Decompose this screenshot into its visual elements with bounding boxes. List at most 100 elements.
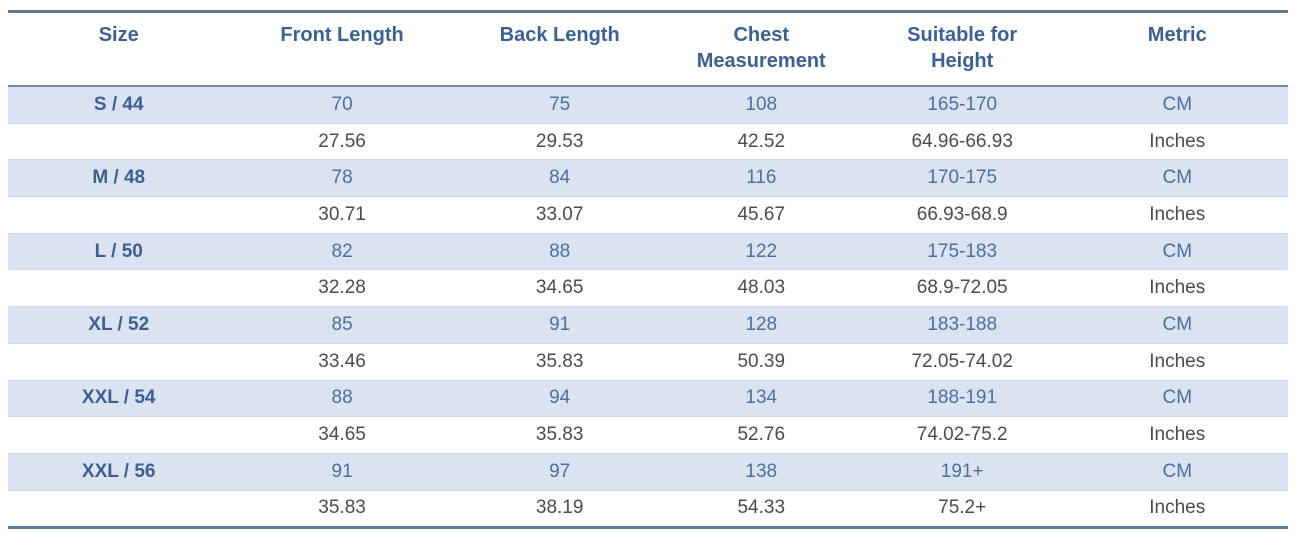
- table-row: 34.65 35.83 52.76 74.02-75.2 Inches: [8, 416, 1288, 454]
- cell-front-length: 32.28: [229, 269, 455, 307]
- cell-suitable-height: 66.93-68.9: [857, 196, 1067, 234]
- cell-suitable-height: 188-191: [857, 379, 1067, 418]
- column-header-chest-measurement: Chest Measurement: [664, 11, 858, 87]
- column-header-suitable-height-line: Suitable for: [907, 24, 1018, 46]
- cell-chest-measurement: 50.39: [664, 343, 858, 380]
- cell-suitable-height: 170-175: [857, 159, 1067, 198]
- cell-size: [8, 269, 230, 307]
- cell-front-length: 85: [229, 306, 455, 344]
- cell-chest-measurement: 48.03: [664, 269, 858, 307]
- table-header-row: Size Front Length Back Length Chest Measurem…: [8, 11, 1288, 87]
- cell-back-length: 35.83: [454, 416, 665, 454]
- cell-back-length: 33.07: [454, 196, 665, 234]
- cell-size: [8, 196, 230, 234]
- cell-metric: CM: [1066, 232, 1288, 271]
- cell-metric: CM: [1066, 85, 1288, 124]
- cell-metric: CM: [1066, 379, 1288, 418]
- column-header-metric-line: Metric: [1147, 24, 1207, 46]
- table-row: XXL / 54 88 94 134 188-191 CM: [8, 379, 1288, 418]
- column-header-size-line: Size: [98, 24, 139, 46]
- cell-metric: Inches: [1066, 416, 1288, 454]
- table-row: XXL / 56 91 97 138 191+ CM: [8, 452, 1288, 491]
- table-row: 33.46 35.83 50.39 72.05-74.02 Inches: [8, 343, 1288, 380]
- cell-chest-measurement: 138: [664, 452, 858, 491]
- cell-size: [8, 343, 230, 380]
- cell-front-length: 35.83: [229, 490, 455, 528]
- cell-size: XL / 52: [8, 306, 230, 344]
- cell-size: S / 44: [8, 85, 230, 124]
- cell-suitable-height: 191+: [857, 452, 1067, 491]
- cell-chest-measurement: 54.33: [664, 490, 858, 528]
- cell-back-length: 38.19: [454, 490, 665, 528]
- size-chart-table: Size Front Length Back Length Chest Measurem…: [8, 10, 1288, 530]
- table-header: Size Front Length Back Length Chest Measurem…: [8, 11, 1288, 87]
- column-header-front-length-line: Front Length: [280, 24, 404, 46]
- cell-size: XXL / 54: [8, 379, 230, 418]
- table-row: M / 48 78 84 116 170-175 CM: [8, 159, 1288, 198]
- cell-front-length: 91: [229, 452, 455, 491]
- cell-back-length: 29.53: [454, 123, 665, 160]
- cell-chest-measurement: 108: [664, 85, 858, 124]
- column-header-front-length: Front Length: [229, 11, 455, 87]
- table-row: 30.71 33.07 45.67 66.93-68.9 Inches: [8, 196, 1288, 234]
- cell-back-length: 84: [454, 159, 665, 198]
- cell-metric: CM: [1066, 306, 1288, 344]
- cell-suitable-height: 175-183: [857, 232, 1067, 271]
- cell-size: XXL / 56: [8, 452, 230, 491]
- cell-back-length: 94: [454, 379, 665, 418]
- cell-chest-measurement: 116: [664, 159, 858, 198]
- table-body: S / 44 70 75 108 165-170 CM 27.56 29.53 42.52 64.…: [8, 85, 1288, 528]
- cell-front-length: 33.46: [229, 343, 455, 380]
- cell-suitable-height: 75.2+: [857, 490, 1067, 528]
- cell-suitable-height: 165-170: [857, 85, 1067, 124]
- cell-suitable-height: 74.02-75.2: [857, 416, 1067, 454]
- cell-size: [8, 490, 230, 528]
- cell-suitable-height: 64.96-66.93: [857, 123, 1067, 160]
- table-row: 27.56 29.53 42.52 64.96-66.93 Inches: [8, 123, 1288, 160]
- table-row: XL / 52 85 91 128 183-188 CM: [8, 306, 1288, 344]
- table-row: L / 50 82 88 122 175-183 CM: [8, 232, 1288, 271]
- cell-chest-measurement: 128: [664, 306, 858, 344]
- cell-size: M / 48: [8, 159, 230, 198]
- cell-back-length: 88: [454, 232, 665, 271]
- cell-front-length: 27.56: [229, 123, 455, 160]
- cell-chest-measurement: 52.76: [664, 416, 858, 454]
- cell-metric: CM: [1066, 452, 1288, 491]
- cell-chest-measurement: 42.52: [664, 123, 858, 160]
- cell-size: L / 50: [8, 232, 230, 271]
- cell-size: [8, 416, 230, 454]
- cell-front-length: 34.65: [229, 416, 455, 454]
- cell-suitable-height: 183-188: [857, 306, 1067, 344]
- column-header-back-length-line: Back Length: [499, 24, 620, 46]
- cell-chest-measurement: 122: [664, 232, 858, 271]
- cell-metric: Inches: [1066, 269, 1288, 307]
- cell-chest-measurement: 45.67: [664, 196, 858, 234]
- column-header-size: Size: [8, 11, 230, 87]
- cell-front-length: 82: [229, 232, 455, 271]
- cell-size: [8, 123, 230, 160]
- column-header-suitable-height: Suitable for Height: [857, 11, 1067, 87]
- cell-back-length: 75: [454, 85, 665, 124]
- cell-back-length: 35.83: [454, 343, 665, 380]
- column-header-chest-measurement-line: Measurement: [696, 50, 826, 72]
- cell-front-length: 70: [229, 85, 455, 124]
- table-row: S / 44 70 75 108 165-170 CM: [8, 85, 1288, 124]
- column-header-metric: Metric: [1066, 11, 1288, 87]
- cell-front-length: 30.71: [229, 196, 455, 234]
- cell-back-length: 34.65: [454, 269, 665, 307]
- cell-chest-measurement: 134: [664, 379, 858, 418]
- cell-back-length: 91: [454, 306, 665, 344]
- cell-front-length: 78: [229, 159, 455, 198]
- cell-back-length: 97: [454, 452, 665, 491]
- cell-suitable-height: 68.9-72.05: [857, 269, 1067, 307]
- table-row: 32.28 34.65 48.03 68.9-72.05 Inches: [8, 269, 1288, 307]
- cell-metric: Inches: [1066, 123, 1288, 160]
- cell-metric: CM: [1066, 159, 1288, 198]
- column-header-suitable-height-line: Height: [931, 50, 994, 72]
- table-row: 35.83 38.19 54.33 75.2+ Inches: [8, 490, 1288, 528]
- cell-metric: Inches: [1066, 490, 1288, 528]
- column-header-back-length: Back Length: [454, 11, 665, 87]
- cell-metric: Inches: [1066, 196, 1288, 234]
- cell-front-length: 88: [229, 379, 455, 418]
